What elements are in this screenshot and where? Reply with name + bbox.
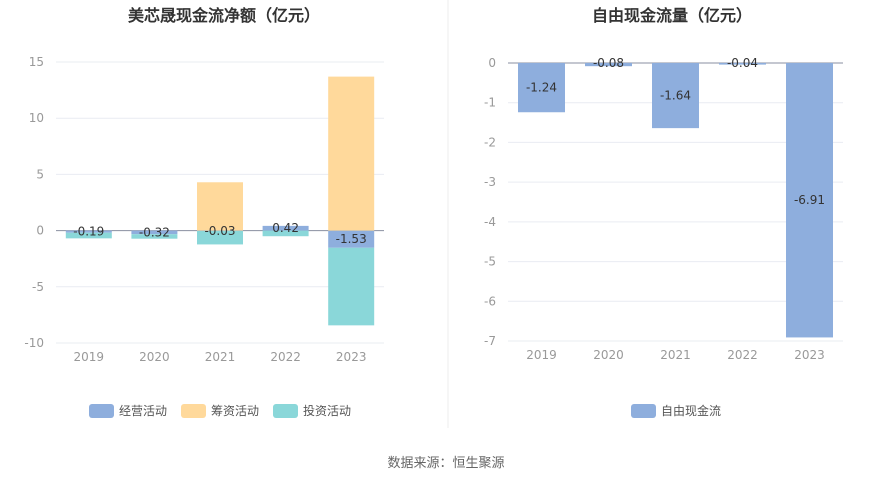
chart1-data-label: 0.42: [272, 221, 299, 235]
chart2-xtick-label: 2020: [593, 348, 624, 362]
chart2-ytick-label: -2: [484, 135, 496, 149]
chart2-data-label: -0.04: [727, 56, 758, 70]
chart1-legend-swatch: [181, 404, 206, 418]
chart1-bar: [131, 234, 178, 239]
chart1-ytick-label: -10: [24, 336, 44, 350]
chart2-ytick-label: -3: [484, 175, 496, 189]
chart2-title: 自由现金流量（亿元）: [592, 6, 752, 25]
chart2-xtick-label: 2023: [794, 348, 825, 362]
chart1-legend-label: 投资活动: [303, 403, 351, 418]
chart2-data-label: -6.91: [794, 193, 825, 207]
chart1-plot: 15 10 5 0 -5 -10 2019 2020 2021 2022 2023 -0.19 -0.3…: [24, 55, 384, 418]
chart1-ytick-label: 10: [29, 111, 44, 125]
chart2-ytick-label: -6: [484, 294, 496, 308]
chart1-ytick-label: 0: [36, 224, 44, 238]
chart2-legend-swatch: [631, 404, 656, 418]
source-note: 数据来源：恒生聚源: [387, 456, 504, 471]
chart1-ytick-label: 5: [36, 167, 44, 181]
chart1-xtick-label: 2021: [205, 350, 236, 364]
chart2-bar: [719, 63, 766, 65]
chart2-legend-label: 自由现金流: [661, 403, 721, 418]
chart1-legend-swatch: [89, 404, 114, 418]
chart2-xtick-label: 2021: [660, 348, 691, 362]
chart1-bar: [328, 76, 375, 231]
chart1-bar: [328, 247, 375, 326]
chart1-data-label: -0.32: [139, 225, 170, 239]
chart2-data-label: -0.08: [593, 56, 624, 70]
chart2-ytick-label: 0: [488, 56, 496, 70]
chart2-bar: [652, 63, 699, 129]
chart2-xtick-label: 2019: [526, 348, 557, 362]
chart1-bar: [197, 230, 243, 245]
chart1-bar: [131, 230, 178, 235]
chart1-xtick-label: 2019: [74, 350, 105, 364]
chart2-bar: [585, 63, 632, 67]
chart2-ytick-label: -7: [484, 334, 496, 348]
chart1-bar: [262, 230, 309, 237]
chart2-ytick-label: -5: [484, 255, 496, 269]
chart2-bar: [786, 63, 833, 338]
chart1-bar: [328, 230, 375, 248]
chart2-ytick-label: -1: [484, 96, 496, 110]
chart1-data-label: -1.53: [336, 232, 367, 246]
chart1-legend-swatch: [273, 404, 298, 418]
chart1-legend-label: 筹资活动: [211, 404, 259, 418]
chart2-plot: 0 -1 -2 -3 -4 -5 -6 -7 2019 2020 2021 2022 2023 -1.24…: [484, 56, 843, 418]
chart1-xtick-label: 2022: [270, 350, 301, 364]
chart2-bar: [518, 63, 565, 113]
chart1-data-label: -0.03: [204, 224, 235, 238]
chart1-title: 美芯晟现金流净额（亿元）: [128, 6, 320, 25]
chart1-xtick-label: 2020: [139, 350, 170, 364]
chart1-bar: [65, 232, 112, 239]
chart2-data-label: -1.64: [660, 89, 691, 103]
chart1-legend-label: 经营活动: [119, 404, 167, 418]
chart1-bar: [262, 225, 309, 231]
chart2-data-label: -1.24: [526, 81, 557, 95]
chart1-bar: [197, 182, 243, 231]
chart1-ytick-label: -5: [32, 280, 44, 294]
chart1-data-label: -0.19: [73, 225, 104, 239]
chart2-xtick-label: 2022: [727, 348, 758, 362]
chart1-ytick-label: 15: [29, 55, 44, 69]
chart1-xtick-label: 2023: [336, 350, 367, 364]
chart2-ytick-label: -4: [484, 215, 496, 229]
chart1-bar: [65, 230, 112, 233]
